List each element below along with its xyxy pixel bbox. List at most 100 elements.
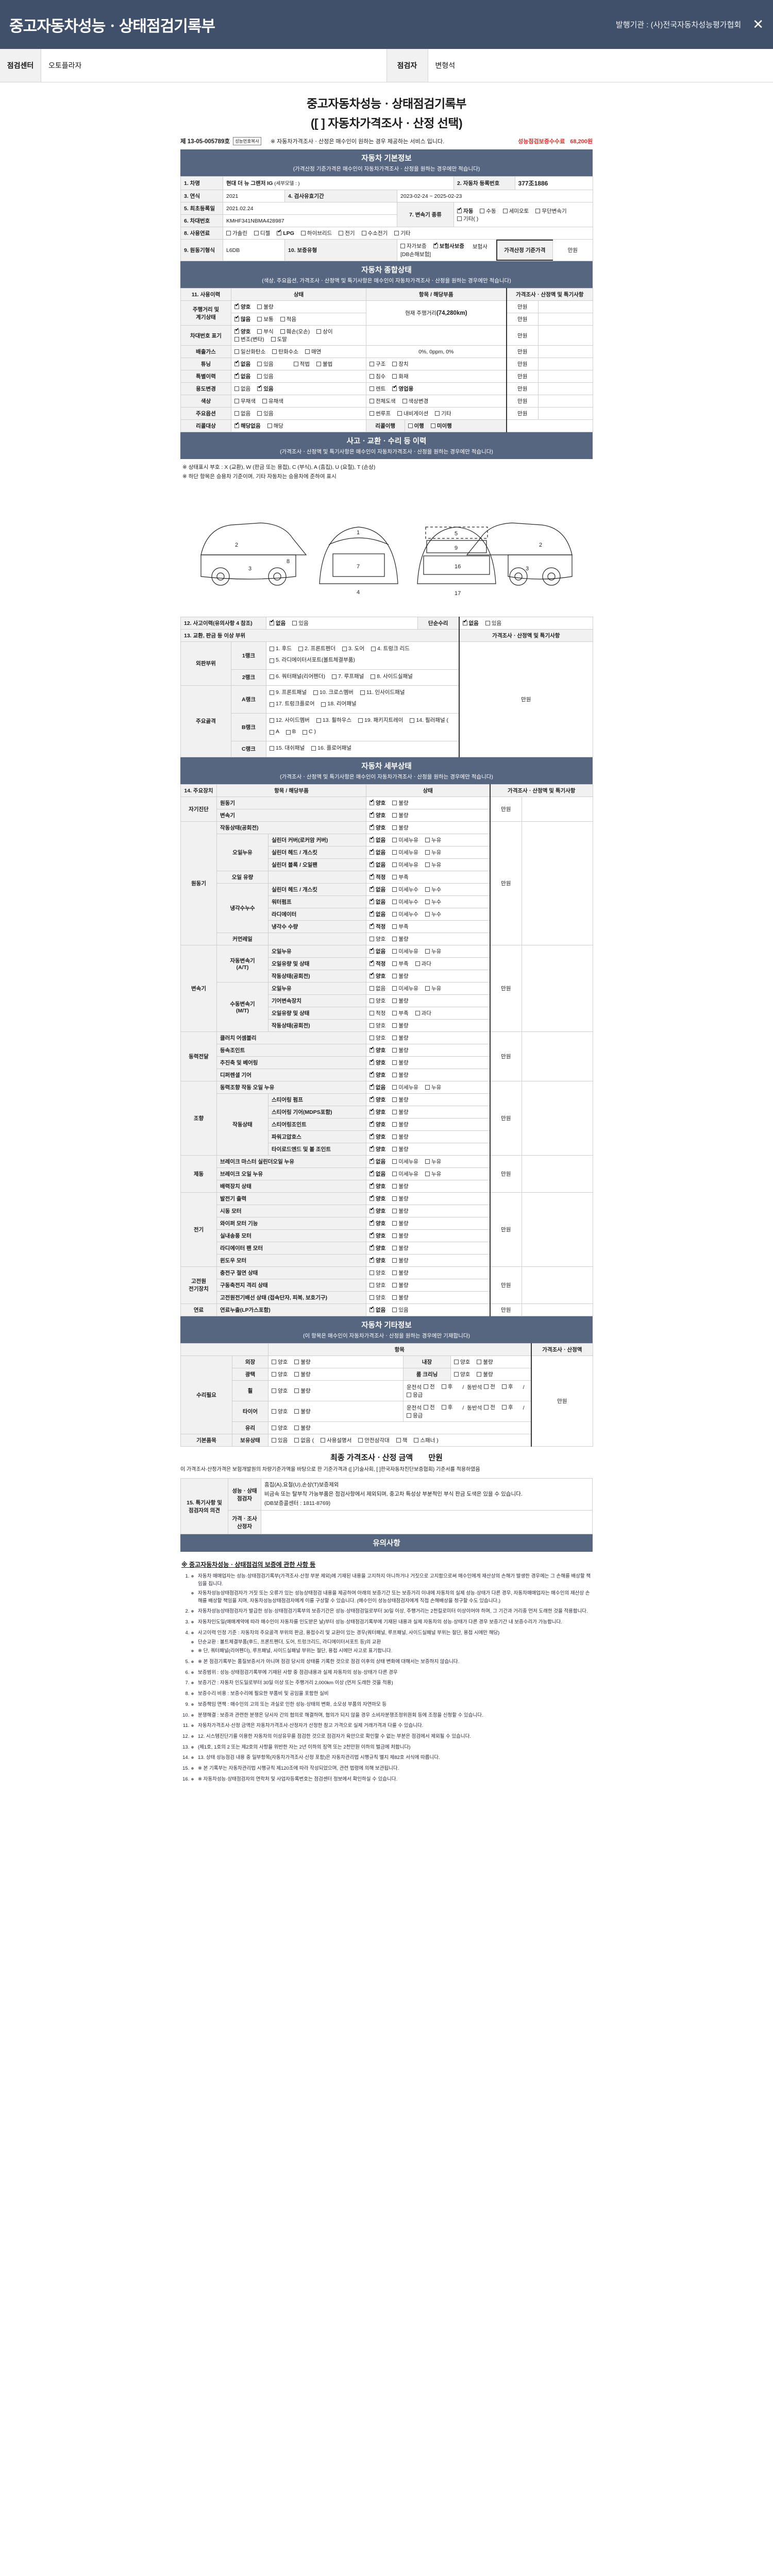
state-option[interactable]: 많음: [234, 315, 250, 323]
state-option[interactable]: 무채색: [234, 397, 256, 405]
checkbox-box[interactable]: [392, 1010, 397, 1015]
checkbox-box[interactable]: [371, 647, 376, 652]
glass-option[interactable]: 불량: [294, 1424, 311, 1432]
checkbox-box[interactable]: [286, 730, 291, 735]
state-option[interactable]: 부족: [392, 1009, 409, 1017]
checkbox-box[interactable]: [369, 972, 374, 978]
checkbox-box[interactable]: [369, 799, 374, 805]
state-option[interactable]: 양호: [234, 303, 250, 311]
checkbox-box[interactable]: [369, 1035, 374, 1040]
checkbox-box[interactable]: [294, 1409, 299, 1414]
checkbox-box[interactable]: [270, 730, 274, 735]
checkbox-box[interactable]: [425, 911, 430, 917]
checkbox-box[interactable]: [392, 961, 397, 966]
checkbox-box[interactable]: [303, 730, 308, 735]
checkbox-box[interactable]: [270, 690, 274, 696]
item-option[interactable]: 기타: [435, 410, 451, 417]
checkbox-box[interactable]: [267, 423, 272, 428]
checkbox-box[interactable]: [369, 886, 374, 892]
state-option[interactable]: 불량: [392, 1207, 409, 1215]
checkbox-box[interactable]: [257, 329, 262, 334]
checkbox-box[interactable]: [425, 948, 430, 954]
checkbox-box[interactable]: [392, 1072, 397, 1077]
checkbox-box[interactable]: [277, 229, 282, 235]
checkbox-box[interactable]: [400, 244, 405, 248]
recall-option[interactable]: 해당: [267, 422, 283, 430]
state-option[interactable]: 불량: [392, 935, 409, 943]
checkbox-box[interactable]: [408, 423, 413, 428]
state-option[interactable]: 양호: [369, 997, 385, 1005]
part-option[interactable]: 8. 사이드실패널: [371, 672, 413, 682]
basic-item-option[interactable]: 있음: [272, 1436, 288, 1444]
state-option[interactable]: 적음: [280, 315, 296, 323]
etc-option[interactable]: 양호: [272, 1358, 288, 1366]
checkbox-box[interactable]: [270, 702, 274, 707]
warranty-option[interactable]: 자가보증: [400, 242, 427, 250]
part-option[interactable]: 5. 라디에이터서포트(볼트체결부품): [270, 655, 355, 666]
part-option[interactable]: 11. 인사이드패널: [360, 688, 405, 698]
checkbox-box[interactable]: [292, 620, 297, 625]
basic-item-option[interactable]: 사용설명서: [321, 1436, 351, 1444]
state-option[interactable]: 도말: [271, 335, 287, 343]
state-option[interactable]: 양호: [369, 1269, 385, 1277]
state-option[interactable]: 양호: [369, 1195, 385, 1202]
state-option[interactable]: 양호: [369, 1071, 385, 1079]
state-option[interactable]: 유채색: [262, 397, 283, 405]
checkbox-box[interactable]: [392, 911, 397, 917]
part-option[interactable]: 2. 프론트펜더: [298, 644, 335, 654]
state-option[interactable]: 양호: [369, 1133, 385, 1141]
part-option[interactable]: 14. 필러패널 (: [410, 716, 448, 726]
checkbox-box[interactable]: [300, 231, 306, 235]
checkbox-box[interactable]: [369, 998, 374, 1003]
state-option[interactable]: 미세누유: [392, 836, 418, 844]
checkbox-box[interactable]: [257, 362, 262, 366]
checkbox-box[interactable]: [358, 718, 363, 723]
simple-repair-option[interactable]: 없음: [462, 619, 479, 627]
basic-item-option[interactable]: 안전삼각대: [358, 1436, 390, 1444]
checkbox-box[interactable]: [272, 1437, 276, 1443]
checkbox-box[interactable]: [280, 317, 285, 321]
etc-option[interactable]: 불량: [477, 1358, 493, 1366]
checkbox-box[interactable]: [294, 1371, 299, 1377]
accident-option[interactable]: 없음: [270, 619, 285, 627]
checkbox-box[interactable]: [392, 1258, 397, 1263]
checkbox-box[interactable]: [392, 1307, 397, 1312]
checkbox-box[interactable]: [407, 1392, 411, 1397]
state-option[interactable]: 양호: [369, 1257, 385, 1264]
etc-option[interactable]: 불량: [477, 1370, 493, 1378]
checkbox-box[interactable]: [392, 936, 397, 941]
checkbox-box[interactable]: [392, 986, 397, 991]
state-option[interactable]: 미세누수: [392, 886, 418, 893]
checkbox-box[interactable]: [441, 1384, 446, 1389]
checkbox-box[interactable]: [369, 1083, 374, 1090]
checkbox-box[interactable]: [311, 746, 316, 751]
state-option[interactable]: 미세누유: [392, 1083, 418, 1091]
checkbox-box[interactable]: [342, 647, 347, 652]
tire-option[interactable]: 양호: [272, 1408, 288, 1415]
checkbox-box[interactable]: [369, 1257, 374, 1263]
state-option[interactable]: 불량: [392, 1145, 409, 1153]
checkbox-box[interactable]: [415, 961, 420, 966]
checkbox-box[interactable]: [392, 1208, 397, 1213]
checkbox-box[interactable]: [369, 1071, 374, 1077]
wheel-option[interactable]: 양호: [272, 1387, 288, 1395]
checkbox-box[interactable]: [270, 619, 274, 625]
checkbox-box[interactable]: [369, 898, 374, 904]
state-option[interactable]: 상이: [316, 328, 333, 335]
checkbox-box[interactable]: [392, 1109, 397, 1114]
fuel-option[interactable]: 디젤: [254, 229, 270, 237]
checkbox-box[interactable]: [369, 1010, 374, 1015]
checkbox-box[interactable]: [462, 619, 467, 625]
state-option[interactable]: 누유: [425, 947, 441, 955]
checkbox-box[interactable]: [369, 1133, 374, 1139]
state-option[interactable]: 불량: [392, 811, 409, 819]
checkbox-box[interactable]: [369, 1059, 374, 1065]
state-option[interactable]: 불량: [392, 1257, 409, 1264]
checkbox-box[interactable]: [369, 1108, 374, 1114]
state-option[interactable]: 불량: [392, 1281, 409, 1289]
checkbox-box[interactable]: [477, 1371, 482, 1377]
checkbox-box[interactable]: [369, 861, 374, 867]
checkbox-box[interactable]: [272, 1371, 276, 1377]
checkbox-box[interactable]: [369, 362, 374, 366]
item-option[interactable]: 썬루프: [369, 410, 391, 417]
